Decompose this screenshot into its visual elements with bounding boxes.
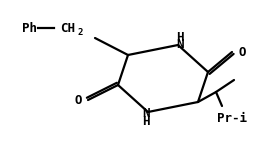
Text: N: N <box>176 37 184 50</box>
Text: H: H <box>142 114 150 127</box>
Text: N: N <box>142 106 150 119</box>
Text: CH: CH <box>60 22 75 34</box>
Text: H: H <box>176 30 184 43</box>
Text: O: O <box>238 45 246 58</box>
Text: Pr-i: Pr-i <box>217 112 247 125</box>
Text: 2: 2 <box>78 28 83 37</box>
Text: Ph: Ph <box>22 22 37 34</box>
Text: O: O <box>74 93 82 106</box>
